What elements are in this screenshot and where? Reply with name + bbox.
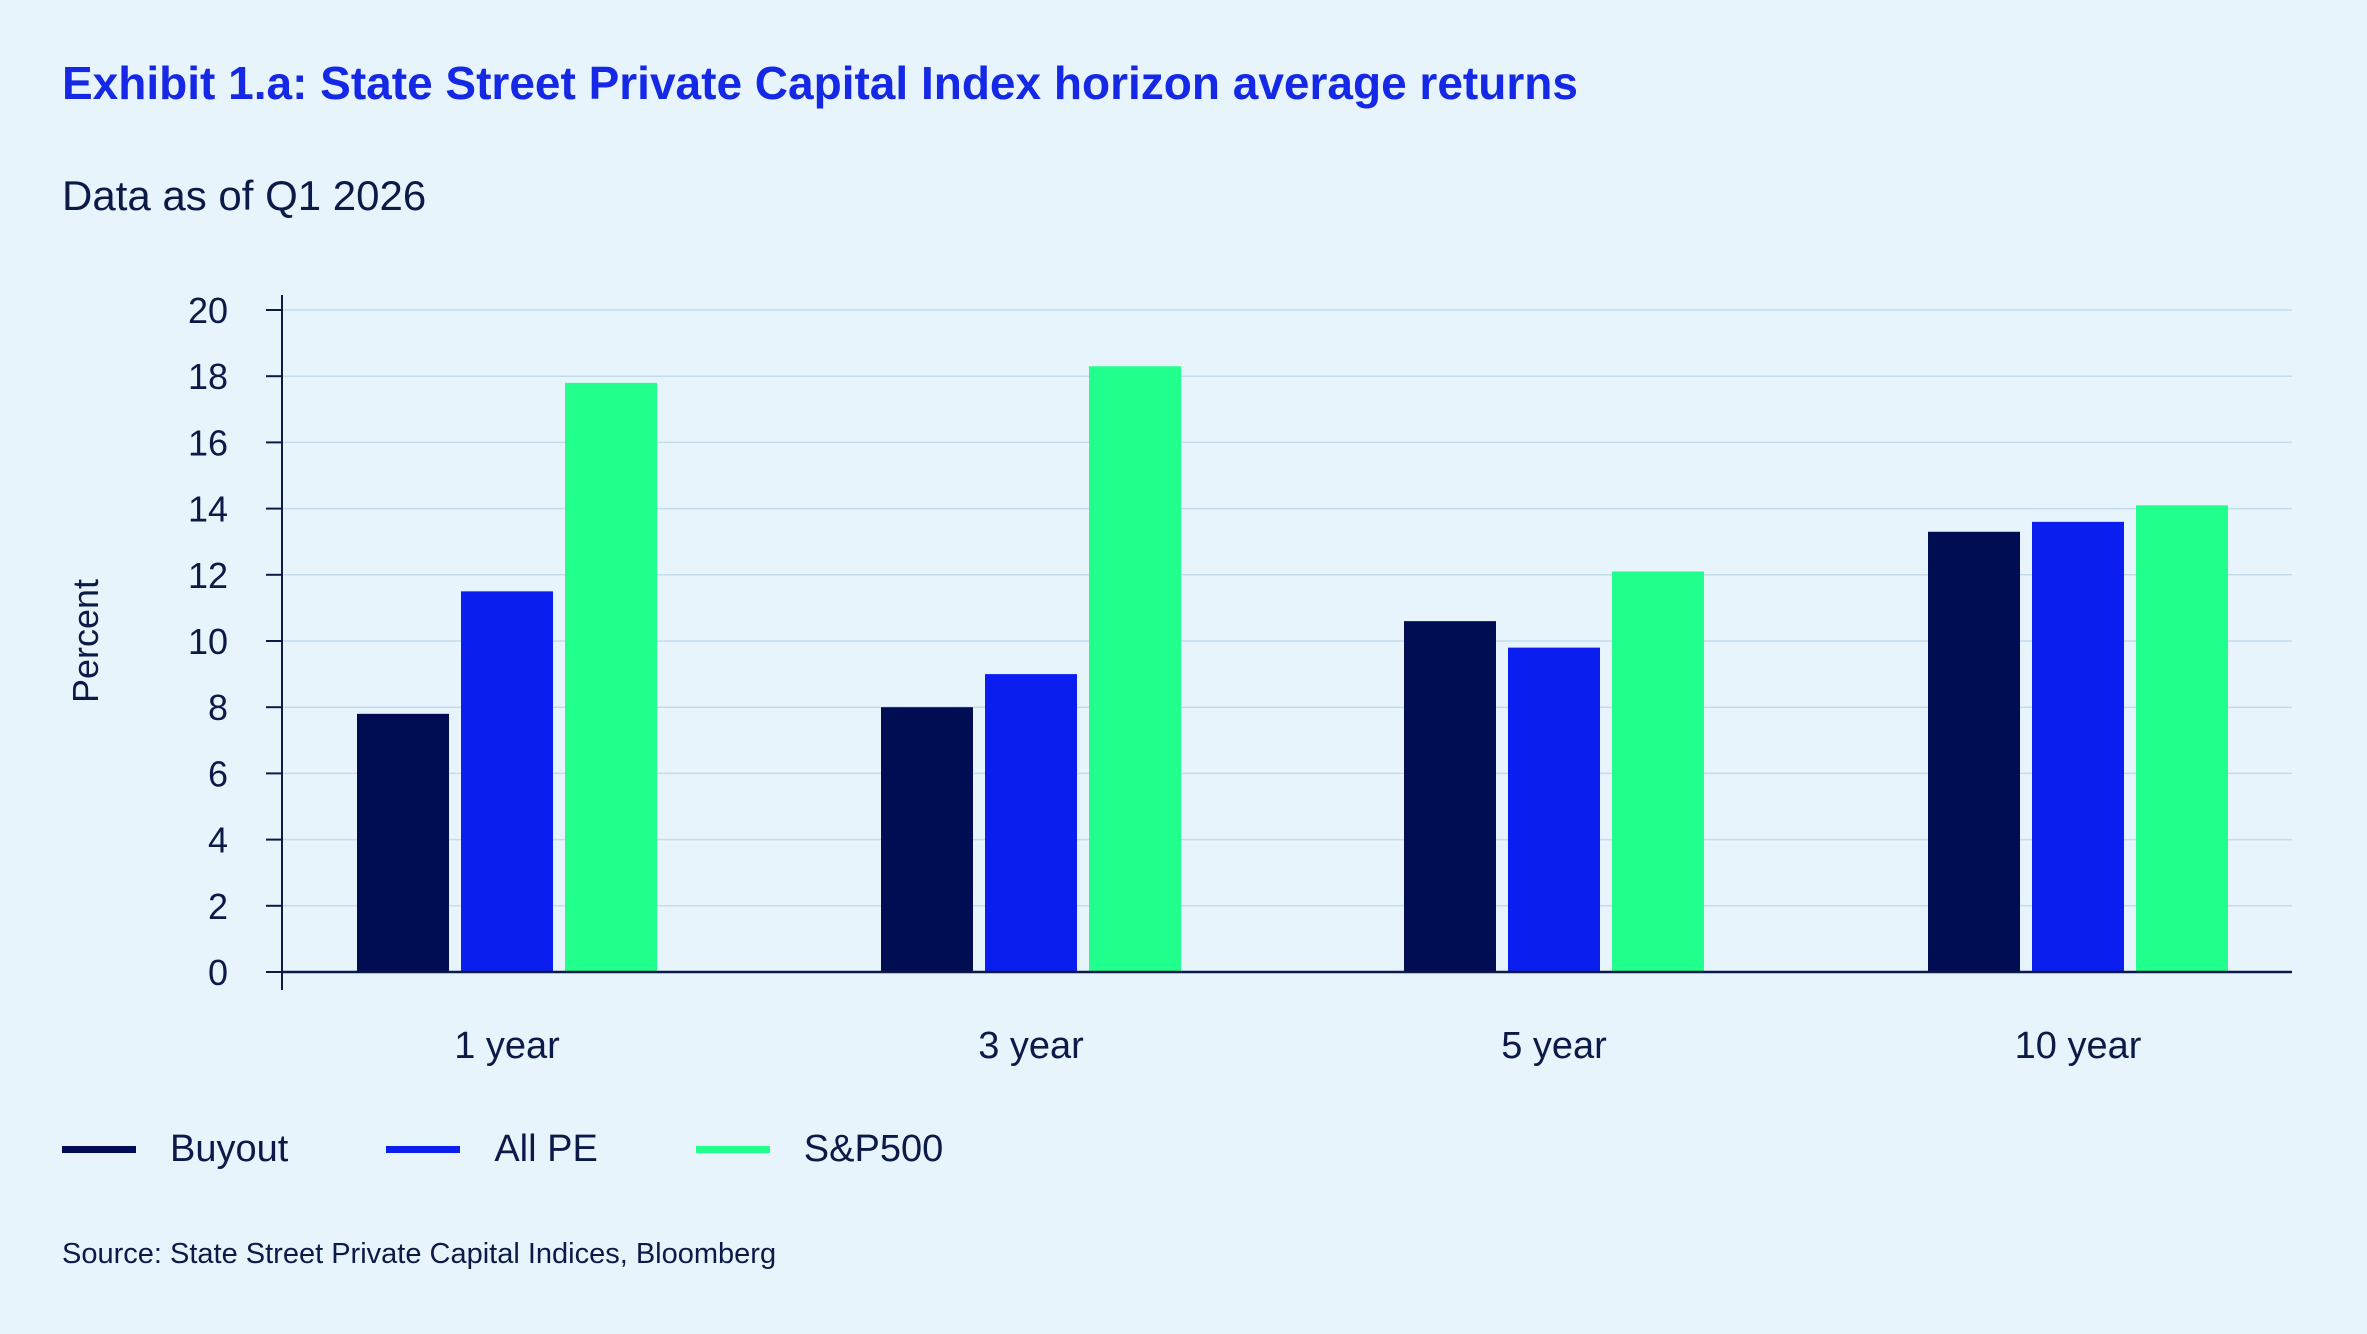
chart-legend: Buyout All PE S&P500 xyxy=(62,1128,1041,1171)
x-tick-label: 1 year xyxy=(454,1025,560,1067)
legend-label-all-pe: All PE xyxy=(494,1128,598,1170)
y-tick-label: 20 xyxy=(188,290,228,331)
bar-all-pe-3 xyxy=(2032,521,2124,972)
bar-buyout-2 xyxy=(1404,621,1496,972)
legend-swatch-sp500 xyxy=(695,1146,770,1153)
bar-s-p500-2 xyxy=(1612,571,1704,972)
bar-s-p500-3 xyxy=(2136,505,2228,972)
y-tick-label: 6 xyxy=(208,753,228,794)
bar-all-pe-0 xyxy=(461,591,553,972)
bar-buyout-0 xyxy=(357,713,449,972)
chart-title: Exhibit 1.a: State Street Private Capita… xyxy=(62,57,1578,109)
bar-all-pe-1 xyxy=(985,674,1077,972)
legend-swatch-all-pe xyxy=(386,1146,461,1153)
legend-item-sp500: S&P500 xyxy=(695,1128,944,1171)
y-axis-label: Percent xyxy=(65,579,106,703)
y-tick-label: 10 xyxy=(188,621,228,662)
bar-all-pe-2 xyxy=(1508,647,1600,972)
y-tick-label: 2 xyxy=(208,886,228,927)
y-tick-label: 4 xyxy=(208,820,228,861)
x-tick-label: 5 year xyxy=(1501,1025,1607,1067)
y-tick-label: 14 xyxy=(188,489,228,530)
bar-s-p500-0 xyxy=(565,382,657,972)
bar-buyout-3 xyxy=(1928,531,2020,972)
chart-subtitle: Data as of Q1 2026 xyxy=(62,172,427,219)
legend-item-all-pe: All PE xyxy=(386,1128,598,1171)
y-tick-label: 18 xyxy=(188,356,228,397)
bar-buyout-1 xyxy=(881,707,973,972)
legend-label-sp500: S&P500 xyxy=(803,1128,944,1170)
legend-swatch-buyout xyxy=(62,1146,136,1153)
y-tick-label: 16 xyxy=(188,422,228,463)
y-tick-label: 0 xyxy=(208,952,228,993)
x-tick-label: 10 year xyxy=(2015,1025,2142,1067)
legend-label-buyout: Buyout xyxy=(170,1128,289,1170)
y-tick-label: 8 xyxy=(208,687,228,728)
x-tick-label: 3 year xyxy=(978,1025,1084,1067)
legend-item-buyout: Buyout xyxy=(62,1128,288,1171)
y-tick-label: 12 xyxy=(188,555,228,596)
bar-s-p500-1 xyxy=(1089,366,1181,972)
source-note: Source: State Street Private Capital Ind… xyxy=(62,1238,777,1270)
